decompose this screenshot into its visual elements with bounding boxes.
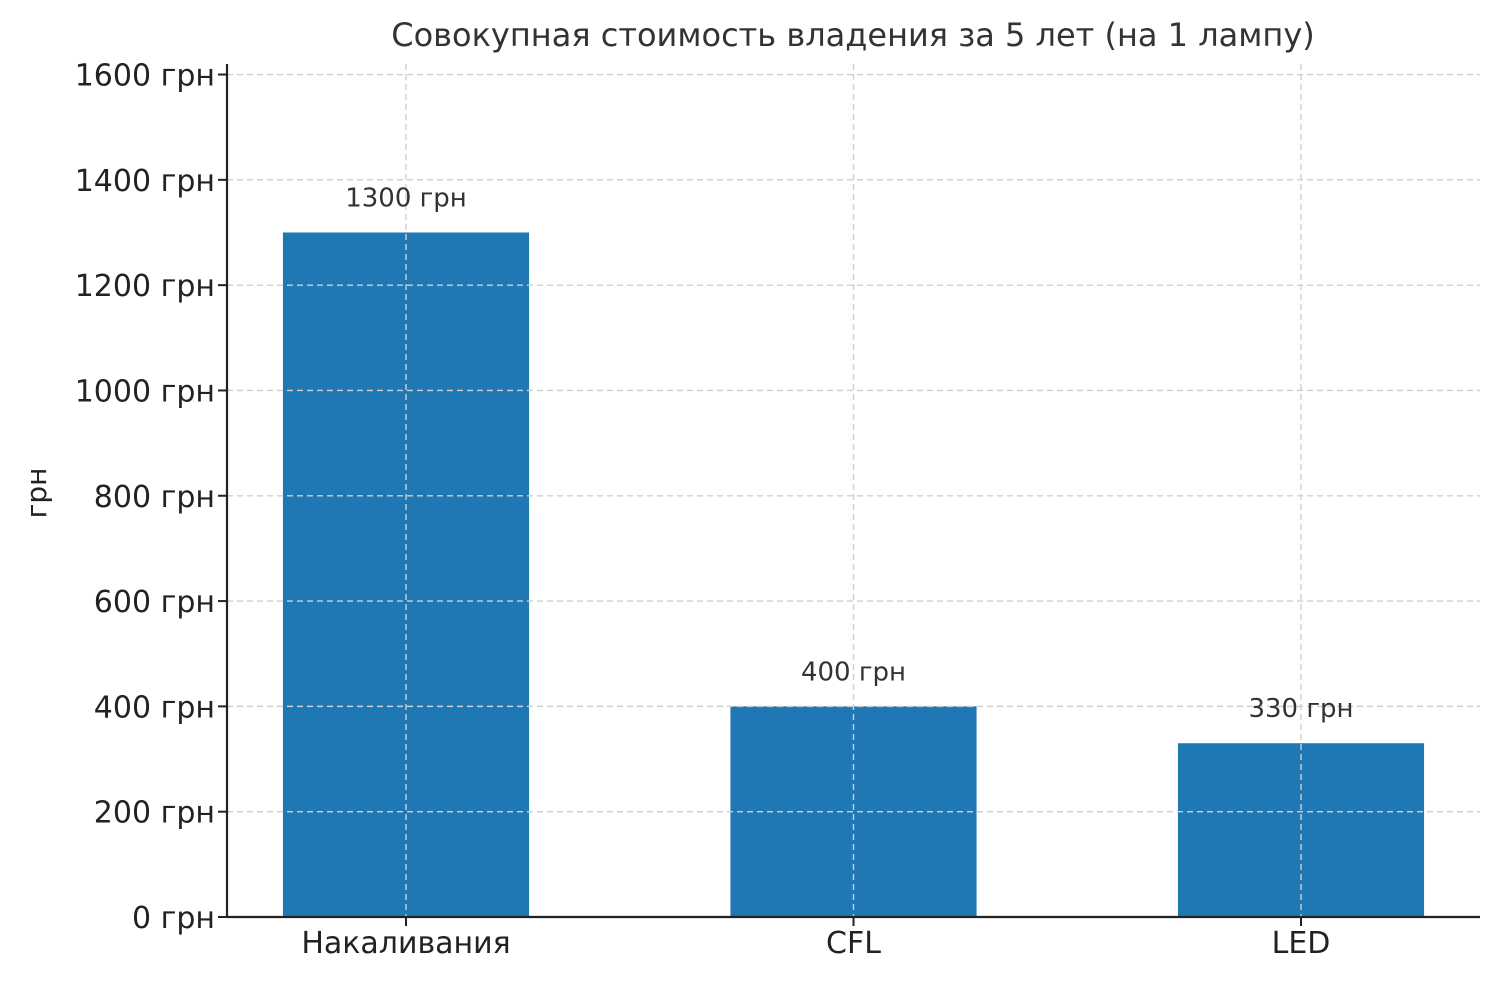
x-tick-label: LED [1272,926,1331,961]
y-tick-label: 0 грн [132,901,215,936]
bar-value-label: 1300 грн [345,183,467,213]
y-tick-label: 400 грн [94,690,215,725]
x-tick-label: CFL [826,926,881,961]
y-tick-label: 1000 грн [75,374,215,409]
chart-title: Совокупная стоимость владения за 5 лет (… [391,16,1315,54]
y-tick-label: 800 грн [94,480,215,515]
y-tick-label: 600 грн [94,585,215,620]
label-layer: 0 грн 200 грн 400 грн 600 грн 800 грн 1000 гр… [75,59,1354,961]
y-tick-label: 1200 грн [75,269,215,304]
bar-value-label: 330 грн [1248,694,1353,724]
y-tick-label: 1400 грн [75,164,215,199]
y-tick-label: 1600 грн [75,59,215,94]
axis-layer [218,64,1480,926]
y-axis-label: грн [20,468,53,519]
y-tick-label: 200 грн [94,796,215,831]
x-tick-label: Накаливания [301,926,510,961]
bar-value-label: 400 грн [801,657,906,687]
grid-layer [227,64,1480,917]
